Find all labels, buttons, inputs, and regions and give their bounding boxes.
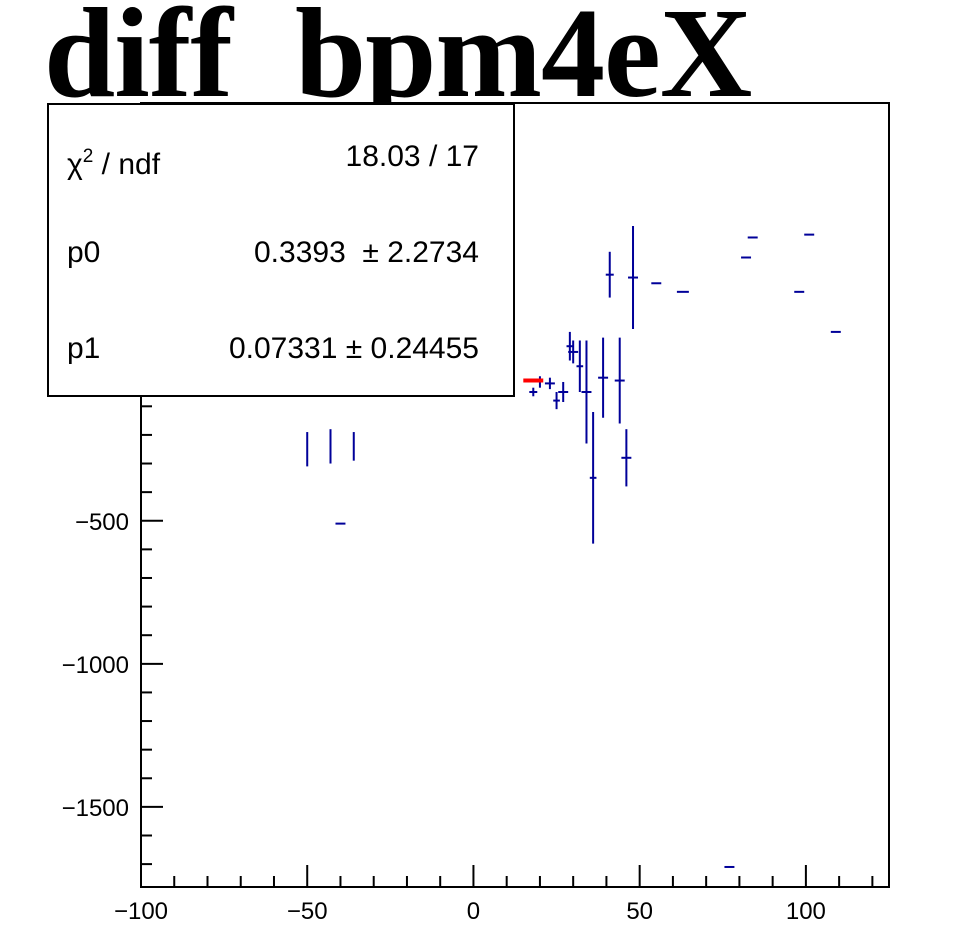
data-point (558, 381, 569, 403)
data-point (614, 337, 625, 424)
stats-row: χ2 / ndf 18.03 / 17 (67, 137, 479, 181)
x-tick-label: 50 (626, 898, 653, 925)
data-point (621, 429, 632, 487)
y-tick-label: −500 (75, 509, 129, 536)
data-point (544, 377, 555, 390)
x-tick-label: −100 (114, 898, 168, 925)
axes: −100 −50 0 50 100−1500−1000−500 (62, 119, 874, 925)
data-point (581, 340, 592, 444)
data-points (306, 226, 841, 868)
x-tick-label: −50 (287, 898, 328, 925)
stats-label: χ2 / ndf (67, 146, 161, 181)
x-tick-label: 100 (786, 898, 826, 925)
data-point (566, 331, 574, 361)
data-point (576, 340, 584, 392)
stats-label: p1 (67, 332, 101, 365)
stats-value: 0.07331 ± 0.24455 (228, 332, 479, 365)
y-tick-label: −1500 (62, 795, 129, 822)
stats-value: 18.03 / 17 (345, 140, 479, 173)
stats-row: p1 0.07331 ± 0.24455 (67, 329, 479, 369)
stats-value: 0.3393 ± 2.2734 (254, 236, 479, 269)
data-point (553, 391, 560, 410)
x-tick-label: 0 (467, 898, 480, 925)
data-point (598, 337, 609, 418)
data-point (605, 251, 614, 298)
plot-frame (140, 102, 890, 888)
data-point (589, 412, 597, 544)
stats-box: χ2 / ndf 18.03 / 17 p0 0.3393 ± 2.2734 p1 0.0… (47, 103, 515, 397)
data-point (628, 226, 639, 330)
stats-label: p0 (67, 236, 101, 269)
data-point (568, 340, 579, 364)
data-point (529, 387, 538, 397)
stats-row: p0 0.3393 ± 2.2734 (67, 233, 479, 273)
y-tick-label: −1000 (62, 652, 129, 679)
